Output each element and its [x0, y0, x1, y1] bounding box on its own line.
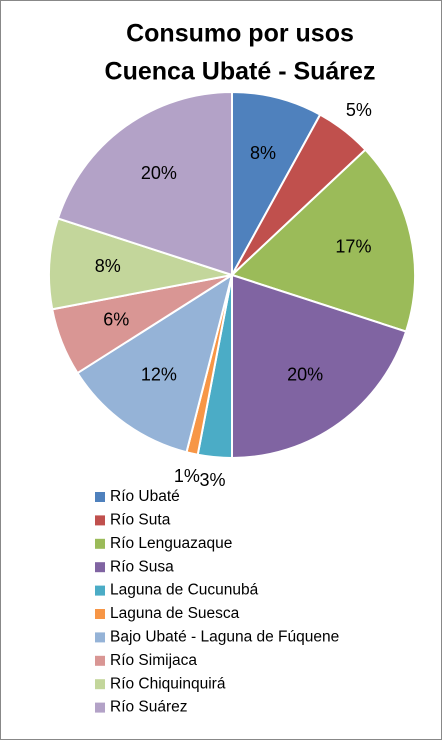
pie-slice: [48, 217, 233, 311]
pie-slice: [231, 90, 322, 276]
legend-swatch: [95, 538, 105, 549]
legend-label: Laguna de Suesca: [110, 605, 240, 622]
legend-label: Río Lenguazaque: [110, 535, 232, 552]
data-label: 17%: [335, 237, 371, 257]
pie-slice: [76, 272, 234, 454]
legend-swatch: [95, 585, 105, 596]
legend-swatch: [95, 679, 105, 690]
legend-label: Río Suárez: [110, 699, 188, 716]
chart-title: Consumo por usos: [126, 20, 354, 48]
legend-swatch: [95, 492, 105, 502]
data-label: 6%: [103, 310, 129, 330]
data-label: 20%: [141, 163, 177, 183]
chart-title: Cuenca Ubaté - Suárez: [105, 58, 376, 86]
data-label: 1%: [174, 466, 200, 486]
pie-slice: [230, 148, 416, 333]
pie-slice: [56, 90, 233, 277]
data-label: 8%: [95, 256, 121, 276]
legend-swatch: [95, 562, 105, 573]
legend-label: Laguna de Cucunubá: [110, 582, 259, 599]
data-label: 20%: [287, 364, 323, 384]
pie-slice: [231, 273, 408, 460]
data-label: 8%: [250, 143, 276, 163]
data-label: 3%: [200, 470, 226, 490]
data-label: 5%: [346, 100, 372, 120]
legend-swatch: [95, 655, 105, 666]
legend-label: Río Simijaca: [110, 652, 197, 669]
legend-swatch: [95, 515, 105, 526]
data-label: 12%: [141, 364, 177, 384]
legend-label: Río Susa: [110, 558, 174, 575]
legend-label: Río Suta: [110, 511, 171, 528]
legend-swatch: [95, 609, 105, 619]
legend-label: Bajo Ubaté - Laguna de Fúquene: [110, 628, 339, 645]
legend-swatch: [95, 632, 105, 643]
legend-swatch: [95, 702, 105, 713]
legend-label: Río Chiquinquirá: [110, 675, 226, 692]
legend-label: Río Ubaté: [110, 488, 180, 505]
